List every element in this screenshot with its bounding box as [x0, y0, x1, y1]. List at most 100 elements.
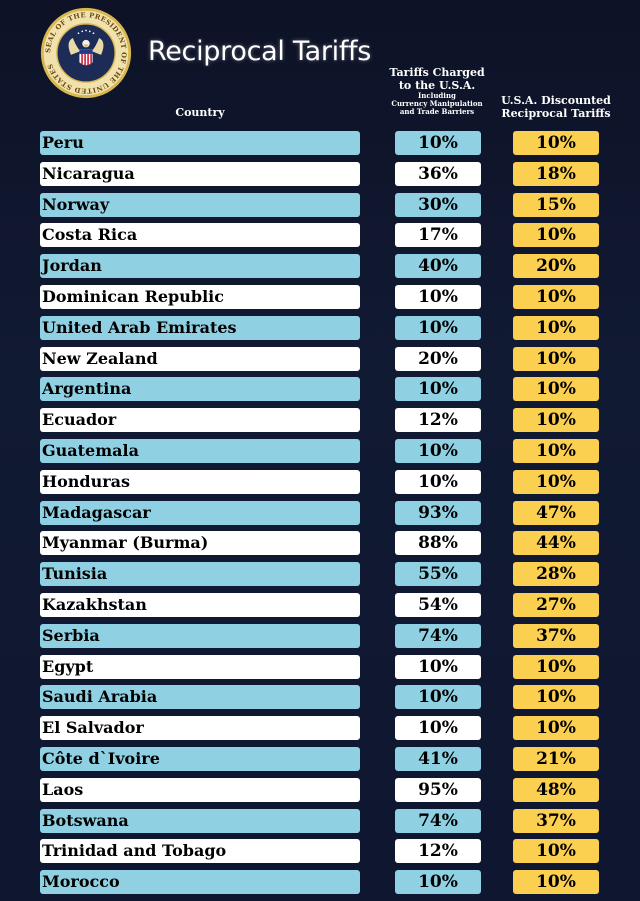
- tariff-charged-cell: 12%: [395, 408, 481, 433]
- country-column-header: Country: [175, 106, 225, 119]
- country-cell: Peru: [40, 131, 360, 155]
- tariffs-charged-column-header: Tariffs Charged to the U.S.A. Including …: [385, 66, 489, 116]
- tariff-charged-cell: 41%: [395, 747, 481, 771]
- discounted-tariff-cell: 48%: [513, 777, 599, 802]
- discounted-tariff-cell: 10%: [513, 439, 599, 463]
- table-row: Norway 30% 15%: [0, 192, 640, 217]
- tariffs-charged-note-line2: Currency Manipulation: [391, 99, 483, 108]
- discounted-tariff-cell: 44%: [513, 531, 599, 556]
- country-cell: Kazakhstan: [40, 593, 360, 617]
- country-cell: Laos: [40, 777, 360, 802]
- tariff-charged-cell: 10%: [395, 285, 481, 309]
- table-row: Myanmar (Burma) 88% 44%: [0, 531, 640, 556]
- country-cell: Guatemala: [40, 439, 360, 463]
- tariff-charged-cell: 10%: [395, 685, 481, 710]
- tariff-charged-cell: 10%: [395, 716, 481, 741]
- country-cell: El Salvador: [40, 716, 360, 741]
- discounted-tariff-cell: 10%: [513, 408, 599, 433]
- tariff-charged-cell: 93%: [395, 500, 481, 525]
- discounted-tariff-cell: 28%: [513, 562, 599, 587]
- discounted-tariff-cell: 10%: [513, 716, 599, 741]
- country-cell: Costa Rica: [40, 223, 360, 248]
- country-cell: Trinidad and Tobago: [40, 839, 360, 864]
- country-cell: Madagascar: [40, 500, 360, 525]
- country-cell: Myanmar (Burma): [40, 531, 360, 556]
- table-row: United Arab Emirates 10% 10%: [0, 315, 640, 340]
- tariff-charged-cell: 12%: [395, 839, 481, 864]
- table-row: Madagascar 93% 47%: [0, 500, 640, 525]
- country-cell: Egypt: [40, 654, 360, 679]
- country-cell: Nicaragua: [40, 161, 360, 186]
- country-cell: New Zealand: [40, 346, 360, 371]
- discounted-tariff-cell: 10%: [513, 285, 599, 309]
- table-row: Ecuador 12% 10%: [0, 408, 640, 433]
- tariffs-charged-note-line1: Including: [418, 91, 456, 100]
- table-row: Peru 10% 10%: [0, 131, 640, 155]
- country-cell: Ecuador: [40, 408, 360, 433]
- discounted-tariff-cell: 37%: [513, 623, 599, 648]
- tariff-charged-cell: 10%: [395, 377, 481, 402]
- table-row: Jordan 40% 20%: [0, 254, 640, 279]
- discounted-label-line1: U.S.A. Discounted: [501, 94, 611, 107]
- tariffs-charged-note-line3: and Trade Barriers: [399, 107, 475, 116]
- table-row: Tunisia 55% 28%: [0, 562, 640, 587]
- table-row: Saudi Arabia 10% 10%: [0, 685, 640, 710]
- presidential-seal-icon: SEAL OF THE PRESIDENT OF THE UNITED STAT…: [40, 7, 132, 99]
- table-row: Nicaragua 36% 18%: [0, 161, 640, 186]
- page-title: Reciprocal Tariffs: [148, 36, 371, 67]
- discounted-tariff-cell: 47%: [513, 500, 599, 525]
- discounted-tariffs-column-header: U.S.A. Discounted Reciprocal Tariffs: [498, 94, 614, 120]
- country-cell: Jordan: [40, 254, 360, 279]
- country-cell: Morocco: [40, 870, 360, 895]
- country-cell: Botswana: [40, 808, 360, 833]
- country-cell: Serbia: [40, 623, 360, 648]
- table-row: Guatemala 10% 10%: [0, 439, 640, 463]
- discounted-tariff-cell: 10%: [513, 654, 599, 679]
- table-row: Botswana 74% 37%: [0, 808, 640, 833]
- discounted-tariff-cell: 20%: [513, 254, 599, 279]
- tariff-charged-cell: 10%: [395, 439, 481, 463]
- table-row: El Salvador 10% 10%: [0, 716, 640, 741]
- discounted-tariff-cell: 10%: [513, 223, 599, 248]
- discounted-tariff-cell: 10%: [513, 377, 599, 402]
- table-row: Costa Rica 17% 10%: [0, 223, 640, 248]
- discounted-tariff-cell: 10%: [513, 685, 599, 710]
- table-row: Dominican Republic 10% 10%: [0, 285, 640, 309]
- tariff-charged-cell: 74%: [395, 808, 481, 833]
- country-cell: United Arab Emirates: [40, 315, 360, 340]
- tariff-charged-cell: 10%: [395, 469, 481, 494]
- tariff-charged-cell: 74%: [395, 623, 481, 648]
- country-cell: Saudi Arabia: [40, 685, 360, 710]
- table-row: Honduras 10% 10%: [0, 469, 640, 494]
- country-cell: Dominican Republic: [40, 285, 360, 309]
- tariff-charged-cell: 55%: [395, 562, 481, 587]
- tariff-charged-cell: 40%: [395, 254, 481, 279]
- table-row: Argentina 10% 10%: [0, 377, 640, 402]
- table-row: Egypt 10% 10%: [0, 654, 640, 679]
- discounted-tariff-cell: 10%: [513, 346, 599, 371]
- country-cell: Argentina: [40, 377, 360, 402]
- discounted-tariff-cell: 37%: [513, 808, 599, 833]
- tariff-charged-cell: 10%: [395, 131, 481, 155]
- tariff-charged-cell: 30%: [395, 192, 481, 217]
- tariff-charged-cell: 17%: [395, 223, 481, 248]
- table-row: New Zealand 20% 10%: [0, 346, 640, 371]
- country-cell: Tunisia: [40, 562, 360, 587]
- table-row: Laos 95% 48%: [0, 777, 640, 802]
- discounted-label-line2: Reciprocal Tariffs: [501, 107, 611, 120]
- table-row: Serbia 74% 37%: [0, 623, 640, 648]
- country-cell: Norway: [40, 192, 360, 217]
- tariff-charged-cell: 36%: [395, 161, 481, 186]
- tariff-charged-cell: 10%: [395, 315, 481, 340]
- tariff-charged-cell: 95%: [395, 777, 481, 802]
- discounted-tariff-cell: 10%: [513, 131, 599, 155]
- table-row: Kazakhstan 54% 27%: [0, 593, 640, 617]
- table-row: Côte d`Ivoire 41% 21%: [0, 747, 640, 771]
- tariff-charged-cell: 10%: [395, 654, 481, 679]
- discounted-tariff-cell: 10%: [513, 839, 599, 864]
- table-row: Morocco 10% 10%: [0, 870, 640, 895]
- tariff-charged-cell: 54%: [395, 593, 481, 617]
- discounted-tariff-cell: 27%: [513, 593, 599, 617]
- discounted-tariff-cell: 10%: [513, 469, 599, 494]
